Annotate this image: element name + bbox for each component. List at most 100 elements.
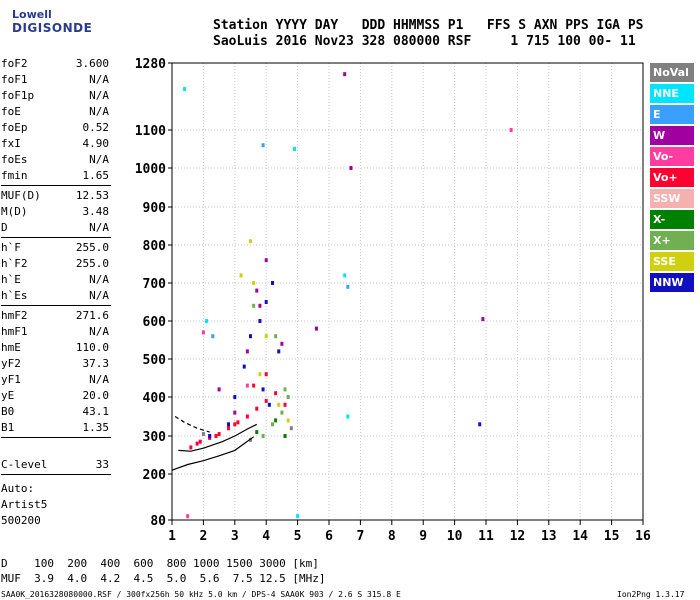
- param-row: foF1p N/A: [1, 88, 109, 104]
- data-point: [255, 430, 259, 435]
- x-tick-label: 10: [447, 529, 463, 544]
- x-tick-label: 9: [419, 529, 427, 544]
- param-name: yE: [1, 389, 15, 402]
- data-point: [252, 281, 256, 285]
- param-value: 3.48: [82, 205, 110, 218]
- data-point: [233, 422, 237, 427]
- x-tick-label: 5: [294, 529, 302, 544]
- separator: [1, 185, 111, 186]
- data-point: [214, 434, 218, 438]
- logo-lowell: Lowell: [12, 8, 52, 21]
- legend-item: NoVal: [650, 63, 694, 82]
- param-value: 12.53: [75, 189, 109, 202]
- y-tick-label: 1280: [135, 57, 166, 72]
- param-row: fmin 1.65: [1, 168, 109, 184]
- y-tick-label: 600: [143, 315, 167, 330]
- data-point: [233, 410, 237, 415]
- param-value: 1.35: [82, 421, 110, 434]
- param-name: B1: [1, 421, 15, 434]
- data-point: [261, 387, 265, 392]
- data-point: [343, 72, 347, 77]
- data-point: [233, 395, 237, 399]
- logo-digisonde: DIGISONDE: [12, 21, 93, 35]
- x-tick-label: 11: [478, 529, 494, 544]
- auto-version: 500200: [1, 514, 41, 527]
- data-point: [205, 319, 209, 323]
- y-tick-label: 500: [143, 353, 167, 368]
- header-line-1: Station YYYY DAY DDD HHMMSS P1 FFS S AXN…: [213, 18, 644, 33]
- param-value: 110.0: [75, 341, 109, 354]
- legend-item: Vo+: [650, 168, 694, 187]
- legend-item: NNW: [650, 273, 694, 292]
- y-tick-label: 900: [143, 201, 167, 216]
- separator: [1, 305, 111, 306]
- param-value: 0.52: [82, 121, 110, 134]
- data-point: [245, 349, 249, 354]
- data-point: [258, 372, 262, 377]
- header-line-2: SaoLuis 2016 Nov23 328 080000 RSF 1 715 …: [213, 34, 636, 49]
- data-point: [183, 87, 187, 92]
- param-name: foF1p: [1, 89, 35, 102]
- data-point: [283, 387, 287, 392]
- x-tick-label: 14: [572, 529, 588, 544]
- param-name: yF2: [1, 357, 21, 370]
- data-point: [217, 432, 221, 437]
- param-name: yF1: [1, 373, 21, 386]
- data-point: [252, 303, 256, 308]
- data-point: [255, 406, 259, 411]
- auto-artist: Artist5: [1, 498, 48, 511]
- data-point: [242, 364, 246, 369]
- param-name: foF2: [1, 57, 28, 70]
- param-value: N/A: [89, 221, 109, 234]
- data-point: [277, 349, 281, 354]
- param-name: hmE: [1, 341, 21, 354]
- param-row: foE N/A: [1, 104, 109, 120]
- param-row: MUF(D) 12.53: [1, 188, 109, 204]
- legend-item: Vo-: [650, 147, 694, 166]
- data-point: [274, 418, 278, 423]
- legend-item: W: [650, 126, 694, 145]
- param-row: yF2 37.3: [1, 356, 109, 372]
- y-tick-label: 300: [143, 430, 167, 445]
- x-tick-label: 4: [262, 529, 270, 544]
- param-row: M(D) 3.48: [1, 204, 109, 220]
- param-value: N/A: [89, 73, 109, 86]
- profile-curve: [174, 415, 210, 433]
- muf-table-distance: D 100 200 400 600 800 1000 1500 3000 [km…: [1, 557, 319, 570]
- x-tick-label: 15: [604, 529, 620, 544]
- param-value: N/A: [89, 289, 109, 302]
- data-point: [270, 281, 274, 285]
- param-value: N/A: [89, 273, 109, 286]
- param-name: D: [1, 221, 8, 234]
- data-point: [261, 143, 265, 148]
- param-value: 43.1: [82, 405, 110, 418]
- x-tick-label: 3: [231, 529, 239, 544]
- auto-label: Auto:: [1, 482, 35, 495]
- x-tick-label: 1: [168, 529, 176, 544]
- param-value: N/A: [89, 325, 109, 338]
- param-name: M(D): [1, 205, 28, 218]
- data-point: [189, 445, 193, 450]
- param-row: hmF1 N/A: [1, 324, 109, 340]
- param-value: N/A: [89, 153, 109, 166]
- legend-item: E: [650, 105, 694, 124]
- data-point: [292, 147, 296, 151]
- profile-curve: [171, 436, 254, 471]
- param-value: 37.3: [82, 357, 110, 370]
- data-point: [239, 273, 243, 278]
- param-row: hmE 110.0: [1, 340, 109, 356]
- param-value: 255.0: [75, 241, 109, 254]
- param-value: 4.90: [82, 137, 110, 150]
- data-point: [264, 372, 268, 377]
- param-value: 271.6: [75, 309, 109, 322]
- data-point: [249, 437, 252, 442]
- data-point: [264, 334, 268, 339]
- param-value: 255.0: [75, 257, 109, 270]
- data-point: [264, 300, 268, 304]
- data-point: [280, 341, 284, 346]
- param-name: h`F2: [1, 257, 28, 270]
- param-row: D N/A: [1, 220, 109, 236]
- data-point: [283, 402, 287, 407]
- y-tick-label: 1000: [135, 162, 166, 177]
- data-point: [314, 326, 318, 331]
